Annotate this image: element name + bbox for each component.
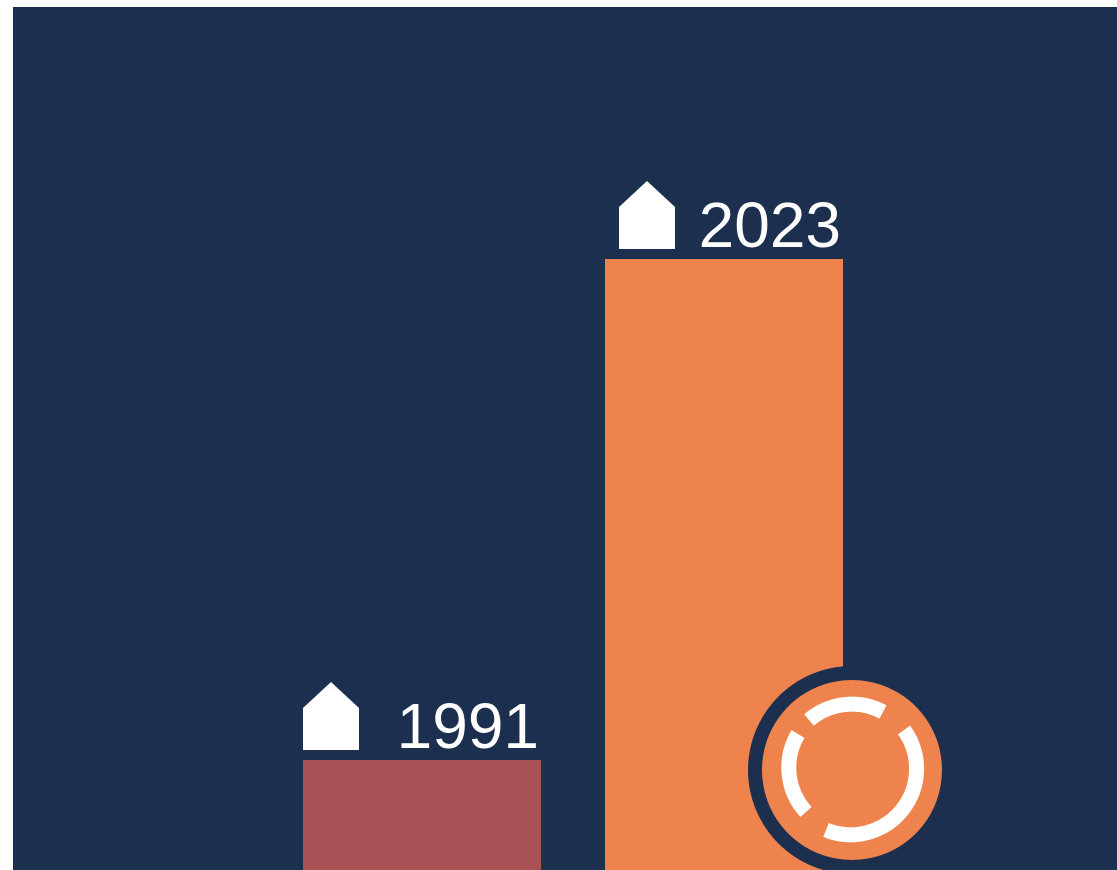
- logo-arc: [781, 730, 812, 818]
- logo: [748, 666, 956, 870]
- house-icon: [303, 682, 359, 751]
- category-label: 1991: [397, 690, 539, 762]
- logo-arc: [823, 725, 925, 843]
- house-icon: [619, 181, 675, 249]
- logo-arc: [804, 696, 887, 726]
- bar: [303, 760, 541, 870]
- category-label: 2023: [699, 189, 841, 261]
